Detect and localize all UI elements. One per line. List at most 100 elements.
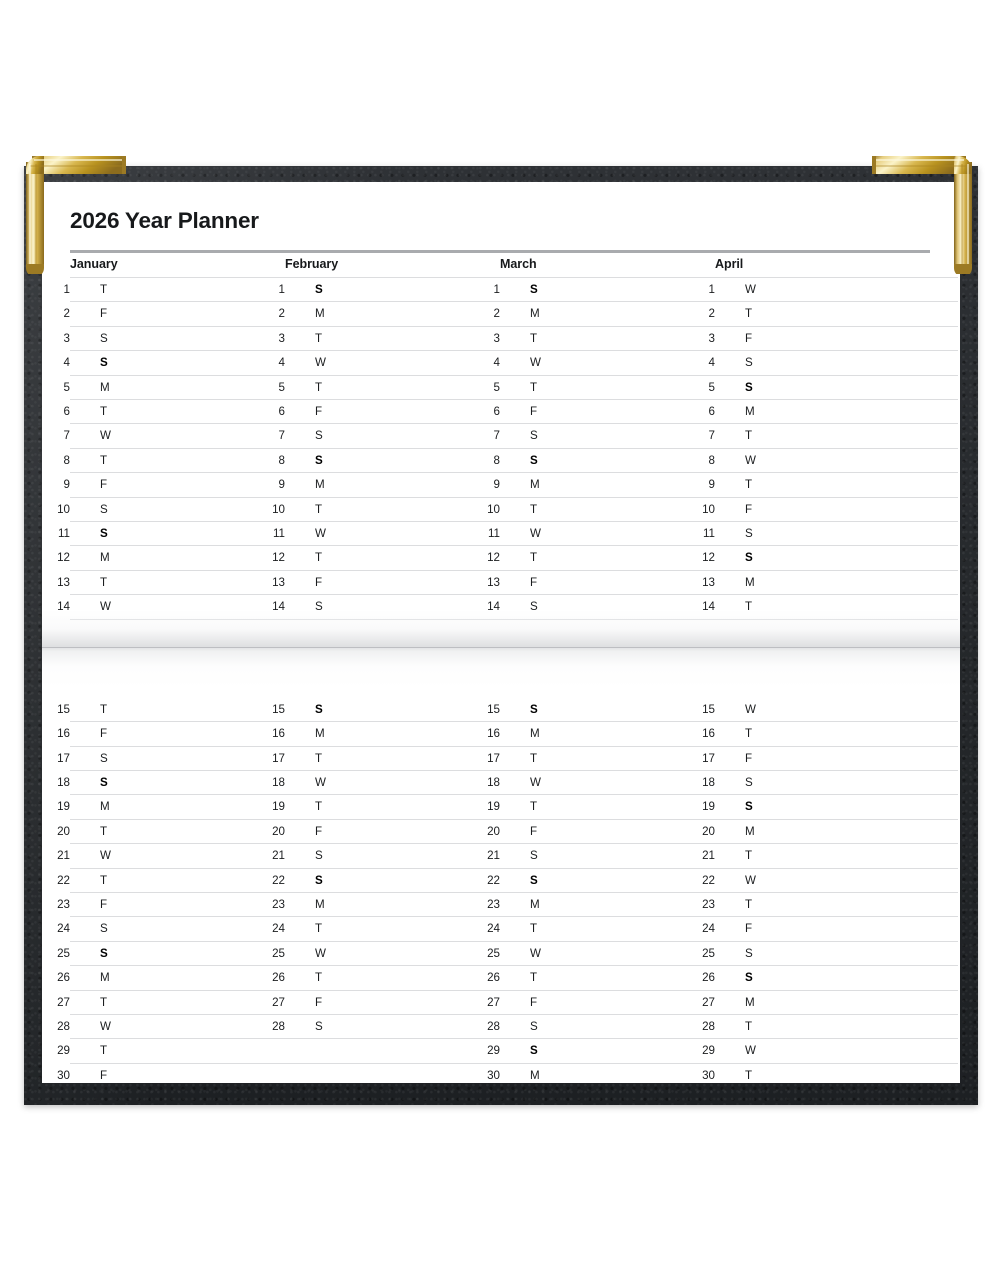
month-header-row: January February March April bbox=[70, 255, 958, 277]
day-of-week-letter: T bbox=[745, 1019, 753, 1033]
day-row[interactable]: 15 T 15 S 15 S 15 W bbox=[57, 698, 958, 723]
day-row[interactable]: 3 S 3 T 3 T 3 F bbox=[64, 327, 958, 352]
day-of-week-letter: W bbox=[315, 356, 326, 370]
day-row[interactable]: 2 F 2 M 2 M 2 T bbox=[64, 302, 958, 327]
day-of-week-letter: F bbox=[100, 478, 108, 492]
day-number: 19 bbox=[702, 800, 715, 814]
day-number: 25 bbox=[702, 946, 715, 960]
day-row[interactable]: 1 T 1 S 1 S 1 W bbox=[64, 277, 958, 303]
day-row[interactable]: 29 T 29 S 29 W bbox=[57, 1039, 958, 1064]
page-title: 2026 Year Planner bbox=[70, 208, 259, 233]
day-of-week-letter: F bbox=[745, 922, 753, 936]
day-row[interactable]: 22 T 22 S 22 S 22 W bbox=[57, 869, 958, 893]
day-row[interactable]: 18 S 18 W 18 W 18 S bbox=[57, 771, 958, 796]
day-of-week-letter: S bbox=[745, 971, 753, 985]
day-row[interactable]: 7 W 7 S 7 S 7 T bbox=[64, 424, 958, 449]
day-number: 28 bbox=[57, 1019, 70, 1033]
day-number: 21 bbox=[272, 849, 285, 863]
day-row[interactable]: 6 T 6 F 6 F 6 M bbox=[64, 400, 958, 425]
day-of-week-letter: W bbox=[315, 946, 326, 960]
day-row[interactable]: 10 S 10 T 10 T 10 F bbox=[57, 498, 958, 523]
day-of-week-letter: W bbox=[315, 775, 326, 789]
day-number: 13 bbox=[57, 575, 70, 589]
day-number: 9 bbox=[493, 478, 500, 492]
day-row[interactable]: 23 F 23 M 23 M 23 T bbox=[57, 893, 958, 918]
day-number: 13 bbox=[272, 575, 285, 589]
day-row[interactable]: 16 F 16 M 16 M 16 T bbox=[57, 722, 958, 747]
day-number: 11 bbox=[487, 527, 500, 541]
day-of-week-letter: W bbox=[745, 702, 756, 716]
month-header-february: February bbox=[285, 257, 339, 271]
day-of-week-letter: T bbox=[100, 873, 108, 887]
day-of-week-letter: S bbox=[530, 283, 538, 296]
day-of-week-letter: W bbox=[745, 873, 756, 887]
day-number: 7 bbox=[278, 429, 285, 443]
day-of-week-letter: S bbox=[745, 527, 753, 541]
day-of-week-letter: S bbox=[100, 751, 108, 765]
day-of-week-letter: W bbox=[745, 283, 756, 296]
month-header-march: March bbox=[500, 257, 537, 271]
day-of-week-letter: M bbox=[745, 824, 755, 838]
day-of-week-letter: S bbox=[100, 331, 108, 345]
day-row[interactable]: 26 M 26 T 26 T 26 S bbox=[57, 966, 958, 991]
day-row[interactable]: 20 T 20 F 20 F 20 M bbox=[57, 820, 958, 845]
day-of-week-letter: M bbox=[315, 727, 325, 741]
year-planner-grid: January February March April 1 T 1 S 1 S 1 W 2 F 2 M 2 M… bbox=[57, 255, 958, 1083]
day-number: 10 bbox=[702, 502, 715, 516]
day-number: 10 bbox=[487, 502, 500, 516]
day-number: 6 bbox=[63, 405, 70, 419]
day-of-week-letter: F bbox=[100, 727, 108, 741]
day-number: 1 bbox=[63, 283, 70, 296]
day-number: 16 bbox=[272, 727, 285, 741]
day-row[interactable]: 8 T 8 S 8 S 8 W bbox=[64, 449, 958, 474]
day-number: 15 bbox=[487, 702, 500, 716]
day-of-week-letter: F bbox=[315, 575, 323, 589]
day-row[interactable]: 17 S 17 T 17 T 17 F bbox=[57, 747, 958, 771]
day-of-week-letter: T bbox=[745, 429, 753, 443]
day-number: 28 bbox=[272, 1019, 285, 1033]
day-number: 22 bbox=[57, 873, 70, 887]
day-row[interactable]: 27 T 27 F 27 F 27 M bbox=[57, 991, 958, 1015]
day-row[interactable]: 30 F 30 M 30 T bbox=[57, 1064, 958, 1083]
day-of-week-letter: W bbox=[100, 429, 111, 443]
day-row[interactable]: 12 M 12 T 12 T 12 S bbox=[57, 546, 958, 571]
day-number: 30 bbox=[57, 1068, 70, 1082]
day-of-week-letter: T bbox=[745, 600, 753, 614]
day-of-week-letter: M bbox=[530, 478, 540, 492]
day-of-week-letter: W bbox=[530, 775, 541, 789]
day-number: 14 bbox=[702, 600, 715, 614]
day-number: 8 bbox=[278, 453, 285, 467]
day-row[interactable]: 19 M 19 T 19 T 19 S bbox=[57, 795, 958, 820]
day-number: 3 bbox=[278, 331, 285, 345]
day-number: 3 bbox=[63, 331, 70, 345]
day-of-week-letter: T bbox=[745, 307, 753, 321]
day-of-week-letter: S bbox=[315, 429, 323, 443]
day-number: 26 bbox=[487, 971, 500, 985]
day-number: 18 bbox=[487, 775, 500, 789]
day-number: 22 bbox=[272, 873, 285, 887]
day-number: 16 bbox=[487, 727, 500, 741]
day-number: 9 bbox=[708, 478, 715, 492]
day-row[interactable]: 25 S 25 W 25 W 25 S bbox=[57, 942, 958, 967]
day-row[interactable]: 14 W 14 S 14 S 14 T bbox=[57, 595, 958, 620]
day-of-week-letter: T bbox=[100, 405, 108, 419]
day-row[interactable]: 21 W 21 S 21 S 21 T bbox=[57, 844, 958, 869]
day-of-week-letter: W bbox=[745, 1044, 756, 1058]
day-of-week-letter: T bbox=[315, 922, 323, 936]
day-number: 27 bbox=[702, 995, 715, 1009]
day-of-week-letter: S bbox=[530, 1044, 538, 1058]
day-row[interactable]: 11 S 11 W 11 W 11 S bbox=[58, 522, 958, 547]
day-of-week-letter: F bbox=[745, 502, 753, 516]
day-row[interactable]: 24 S 24 T 24 T 24 F bbox=[57, 917, 958, 942]
day-row[interactable]: 5 M 5 T 5 T 5 S bbox=[64, 376, 958, 401]
day-number: 19 bbox=[272, 800, 285, 814]
day-row[interactable]: 13 T 13 F 13 F 13 M bbox=[57, 571, 958, 596]
day-row[interactable]: 4 S 4 W 4 W 4 S bbox=[64, 351, 958, 376]
day-of-week-letter: T bbox=[530, 800, 538, 814]
day-number: 6 bbox=[493, 405, 500, 419]
day-row[interactable]: 28 W 28 S 28 S 28 T bbox=[57, 1015, 958, 1040]
day-number: 10 bbox=[272, 502, 285, 516]
day-number: 22 bbox=[487, 873, 500, 887]
day-row[interactable]: 9 F 9 M 9 M 9 T bbox=[64, 473, 958, 498]
day-of-week-letter: S bbox=[315, 600, 323, 614]
